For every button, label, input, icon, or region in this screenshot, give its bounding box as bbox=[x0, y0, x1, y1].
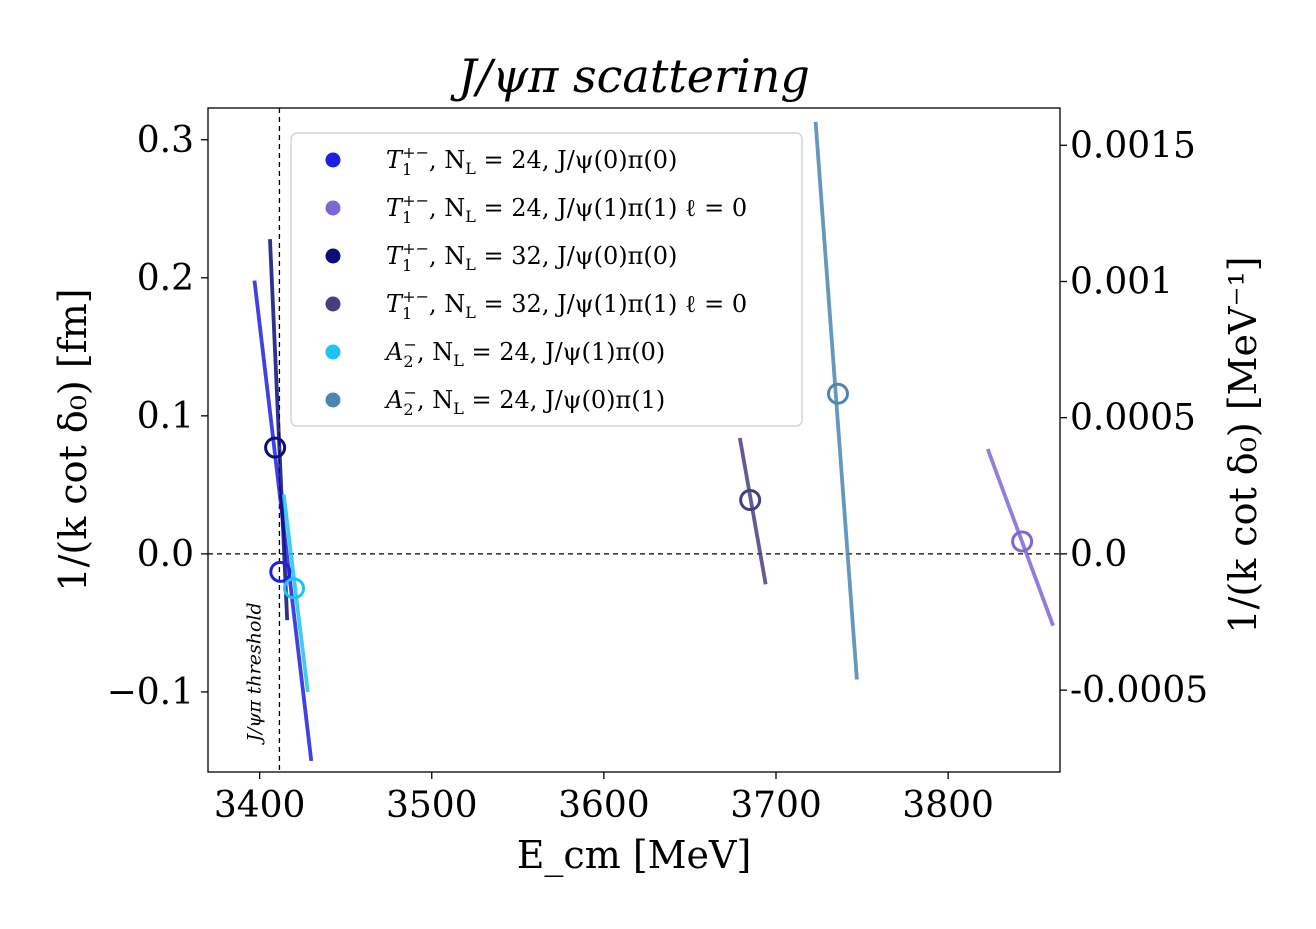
y2-axis-label: 1/(k cot δ₀) [MeV⁻¹] bbox=[1221, 256, 1265, 633]
x-axis-ticks: 3400 3500 3600 3700 3800 bbox=[214, 772, 994, 826]
data-point-2 bbox=[1011, 530, 1034, 553]
legend-label-part: , N bbox=[429, 194, 465, 222]
fit-lines bbox=[252, 121, 1055, 762]
legend-label-part: , N bbox=[417, 386, 453, 414]
legend-label-part: , N bbox=[417, 338, 453, 366]
y-tick-label: −0.1 bbox=[107, 672, 194, 713]
legend-label-part: = 24, J/ψ(1)π(0) bbox=[464, 338, 665, 366]
legend-label-part: , N bbox=[429, 290, 465, 318]
y-tick-label: 0.3 bbox=[137, 120, 194, 161]
legend-label-part: 1 bbox=[402, 304, 412, 323]
data-points bbox=[264, 382, 1034, 600]
legend-label-part: +− bbox=[402, 239, 429, 258]
legend-label-part: = 24, J/ψ(0)π(0) bbox=[476, 146, 677, 174]
data-point-6 bbox=[826, 382, 849, 405]
y2-tick-label: 0.0005 bbox=[1070, 398, 1196, 439]
reference-lines bbox=[208, 108, 1060, 772]
legend-label-2: T1+−, NL = 24, J/ψ(1)π(1) ℓ = 0 bbox=[386, 191, 747, 227]
y-tick-label: 0.2 bbox=[137, 258, 194, 299]
legend-label-part: , N bbox=[429, 146, 465, 174]
y-tick-label: 0.0 bbox=[137, 534, 194, 575]
legend-label-part: 1 bbox=[402, 160, 412, 179]
legend-label-part: T bbox=[386, 290, 404, 318]
data-point-5 bbox=[283, 577, 306, 600]
legend-marker-3 bbox=[325, 248, 341, 264]
legend: T1+−, NL = 24, J/ψ(0)π(0)T1+−, NL = 24, … bbox=[290, 132, 803, 427]
legend-label-1: T1+−, NL = 24, J/ψ(0)π(0) bbox=[386, 143, 677, 179]
legend-label-part: 1 bbox=[402, 256, 412, 275]
legend-label-part: = 32, J/ψ(1)π(1) ℓ = 0 bbox=[476, 290, 747, 318]
legend-marker-5 bbox=[325, 344, 341, 360]
legend-label-part: L bbox=[453, 399, 464, 418]
legend-label-part: = 24, J/ψ(0)π(1) bbox=[464, 386, 665, 414]
legend-label-part: , N bbox=[429, 242, 465, 270]
legend-label-part: L bbox=[465, 159, 476, 178]
y2-tick-label: 0.0 bbox=[1070, 534, 1127, 575]
legend-frame bbox=[290, 132, 803, 427]
x-tick-label: 3700 bbox=[730, 785, 822, 826]
x-tick-label: 3400 bbox=[214, 785, 306, 826]
legend-label-part: +− bbox=[402, 191, 429, 210]
legend-label-part: L bbox=[465, 207, 476, 226]
y-axis-label: 1/(k cot δ₀) [fm] bbox=[51, 288, 95, 591]
x-tick-label: 3600 bbox=[558, 785, 650, 826]
legend-label-part: +− bbox=[402, 143, 429, 162]
legend-marker-6 bbox=[325, 392, 341, 408]
legend-label-part: L bbox=[465, 255, 476, 274]
y2-tick-label: 0.001 bbox=[1070, 261, 1173, 302]
legend-label-part: A bbox=[384, 338, 403, 366]
data-point-3 bbox=[264, 436, 287, 459]
y-axis-ticks: −0.1 0.0 0.1 0.2 0.3 bbox=[107, 120, 208, 713]
data-point-4 bbox=[739, 489, 762, 512]
fit-line-4 bbox=[737, 437, 768, 585]
legend-label-part: L bbox=[465, 303, 476, 322]
legend-label-part: +− bbox=[402, 287, 429, 306]
legend-label-part: T bbox=[386, 242, 404, 270]
fit-line-3 bbox=[268, 239, 290, 621]
legend-label-part: 1 bbox=[402, 208, 412, 227]
fit-line-5 bbox=[281, 494, 310, 693]
fit-line-2 bbox=[985, 448, 1055, 627]
y2-tick-label: 0.0015 bbox=[1070, 125, 1196, 166]
legend-label-part: = 32, J/ψ(0)π(0) bbox=[476, 242, 677, 270]
legend-label-5: A2−, NL = 24, J/ψ(1)π(0) bbox=[384, 335, 665, 371]
legend-label-4: T1+−, NL = 32, J/ψ(1)π(1) ℓ = 0 bbox=[386, 287, 747, 323]
threshold-label: J/ψπ threshold bbox=[243, 602, 265, 745]
legend-entries: T1+−, NL = 24, J/ψ(0)π(0)T1+−, NL = 24, … bbox=[325, 143, 747, 419]
legend-marker-2 bbox=[325, 200, 341, 216]
legend-label-part: − bbox=[404, 383, 417, 402]
x-axis-label: E_cm [MeV] bbox=[517, 833, 752, 878]
legend-label-part: A bbox=[384, 386, 403, 414]
x-tick-label: 3800 bbox=[902, 785, 994, 826]
legend-label-part: 2 bbox=[403, 400, 413, 419]
legend-label-part: 2 bbox=[403, 352, 413, 371]
legend-label-part: T bbox=[386, 146, 404, 174]
y2-tick-label: -0.0005 bbox=[1070, 670, 1208, 711]
chart-title: J/ψπ scattering bbox=[450, 49, 810, 103]
legend-label-part: = 24, J/ψ(1)π(1) ℓ = 0 bbox=[476, 194, 747, 222]
legend-label-part: − bbox=[404, 335, 417, 354]
data-point-1 bbox=[269, 560, 292, 583]
fit-line-6 bbox=[813, 121, 859, 680]
x-tick-label: 3500 bbox=[386, 785, 478, 826]
legend-label-6: A2−, NL = 24, J/ψ(0)π(1) bbox=[384, 383, 665, 419]
y-tick-label: 0.1 bbox=[137, 396, 194, 437]
y2-axis-ticks: -0.0005 0.0 0.0005 0.001 0.0015 bbox=[1060, 125, 1208, 711]
legend-marker-1 bbox=[325, 152, 341, 168]
legend-marker-4 bbox=[325, 296, 341, 312]
legend-label-part: L bbox=[453, 351, 464, 370]
legend-label-part: T bbox=[386, 194, 404, 222]
legend-label-3: T1+−, NL = 32, J/ψ(0)π(0) bbox=[386, 239, 677, 275]
